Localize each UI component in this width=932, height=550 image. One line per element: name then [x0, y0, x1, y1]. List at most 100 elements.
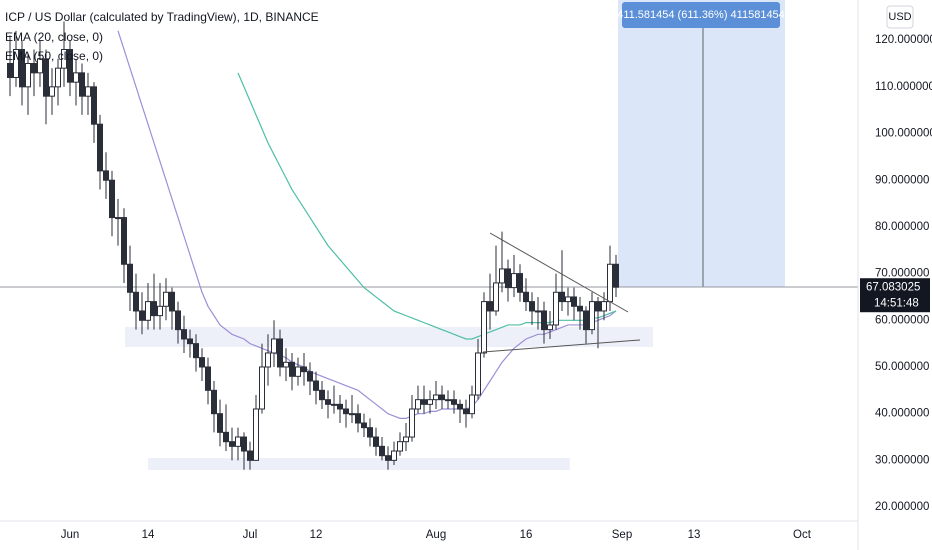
candle-body [391, 450, 397, 461]
candle-body [109, 179, 115, 219]
candle-body [427, 399, 433, 405]
y-tick-label: 70.000000 [875, 268, 929, 280]
candle-body [163, 291, 169, 307]
y-tick-label: 60.000000 [875, 314, 929, 326]
candle-body [547, 324, 553, 331]
candle-body [67, 48, 73, 83]
candle-body [445, 399, 451, 402]
candle-body [463, 408, 469, 415]
candle-body [157, 305, 163, 317]
last-price-label: 67.083025 [866, 281, 920, 293]
candle-body [367, 427, 373, 438]
candle-body [223, 431, 229, 443]
countdown-label: 14:51:48 [874, 297, 919, 309]
candle-body [199, 357, 205, 368]
candle-body [451, 399, 457, 405]
candle-body [19, 48, 25, 88]
y-tick-label: 20.000000 [875, 501, 929, 513]
candle-body [487, 301, 493, 312]
candle-body [517, 273, 523, 293]
candle-body [73, 72, 79, 83]
plot [7, 21, 619, 470]
candle-body [241, 436, 247, 452]
chart-title: ICP / US Dollar (calculated by TradingVi… [5, 10, 319, 24]
candle-body [265, 352, 271, 368]
candle-body [529, 301, 535, 312]
candle-body [499, 268, 505, 284]
candle-body [115, 217, 121, 220]
x-tick-label: Oct [793, 529, 812, 541]
candle-body [565, 296, 571, 303]
trend-line [489, 232, 629, 313]
candle-body [193, 343, 199, 359]
candle-body [43, 58, 49, 97]
candle-body [295, 366, 301, 377]
candle-body [307, 371, 313, 382]
candle-body [235, 436, 241, 447]
candle-body [523, 291, 529, 303]
candle-body [559, 291, 565, 303]
candle-body [373, 436, 379, 447]
candle-body [469, 394, 475, 415]
candle-body [319, 389, 325, 401]
candle-body [421, 399, 427, 405]
trend-line [482, 339, 641, 353]
candle-body [613, 263, 619, 288]
y-tick-label: 120.000000 [875, 34, 932, 46]
candle-body [211, 389, 217, 415]
x-tick-label: 12 [310, 529, 323, 541]
currency-label: USD [888, 11, 911, 23]
candle-body [415, 399, 421, 410]
y-tick-label: 100.000000 [875, 128, 932, 140]
legend-entry: EMA (20, close, 0) [5, 30, 103, 44]
y-tick-label: 90.000000 [875, 174, 929, 186]
candle-body [169, 291, 175, 312]
x-tick-label: 13 [688, 529, 701, 541]
y-tick-label: 110.000000 [875, 81, 932, 93]
y-tick-label: 50.000000 [875, 361, 929, 373]
candle-body [331, 403, 337, 406]
x-tick-label: Aug [426, 529, 446, 541]
candle-body [259, 366, 265, 410]
candle-body [403, 436, 409, 443]
candle-body [205, 366, 211, 391]
candle-body [535, 310, 541, 313]
candle-body [217, 413, 223, 433]
x-tick-label: 14 [142, 529, 155, 541]
currency-button[interactable] [886, 5, 914, 29]
candle-body [553, 291, 559, 326]
candle-body [589, 301, 595, 331]
candle-body [301, 366, 307, 373]
candle-body [97, 123, 103, 172]
support-zone [148, 458, 570, 470]
candle-body [61, 48, 67, 69]
measure-label-box [622, 2, 780, 28]
candle-body [349, 413, 355, 416]
candle-body [181, 329, 187, 340]
candle-body [253, 408, 259, 461]
candle-body [511, 273, 517, 289]
candle-body [325, 399, 331, 405]
x-tick-label: Jun [61, 529, 80, 541]
x-tick-label: 16 [520, 529, 533, 541]
candle-body [187, 338, 193, 345]
candle-body [79, 72, 85, 97]
candle-body [385, 455, 391, 461]
candle-body [145, 301, 151, 321]
candle-body [31, 62, 37, 74]
y-tick-label: 80.000000 [875, 221, 929, 233]
candle-body [397, 441, 403, 452]
candle-body [151, 301, 157, 317]
y-tick-label: 40.000000 [875, 408, 929, 420]
candle-body [283, 361, 289, 368]
ema-line [117, 30, 617, 419]
candle-body [583, 310, 589, 331]
measure-box [618, 0, 785, 287]
candle-body [103, 170, 109, 181]
candle-body [433, 394, 439, 401]
candle-body [343, 408, 349, 415]
candle-body [439, 394, 445, 401]
candle-body [337, 403, 343, 410]
legend-entry: EMA (50, close, 0) [5, 49, 103, 63]
